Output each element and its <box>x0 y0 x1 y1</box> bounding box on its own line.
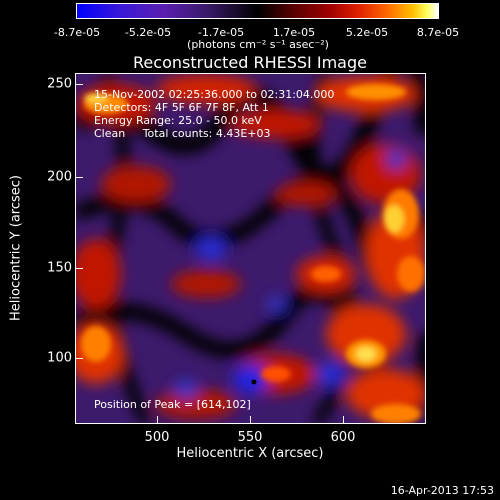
y-tick-label: 100 <box>47 350 72 366</box>
energy-range-label: Energy Range: 25.0 - 50.0 keV <box>94 114 262 127</box>
peak-position-label: Position of Peak = [614,102] <box>94 398 251 411</box>
detectors-label: Detectors: 4F 5F 6F 7F 8F, Att 1 <box>94 101 269 114</box>
time-range-label: 15-Nov-2002 02:25:36.000 to 02:31:04.000 <box>94 88 335 101</box>
timestamp: 16-Apr-2013 17:53 <box>390 484 494 497</box>
colorbar <box>76 3 439 19</box>
x-tick-label: 600 <box>330 430 356 445</box>
rhessi-image <box>75 73 426 424</box>
colorbar-units: (photons cm⁻² s⁻¹ asec⁻²) <box>187 38 329 51</box>
y-tick-label: 250 <box>47 76 72 92</box>
clean-counts-label: Clean Total counts: 4.43E+03 <box>94 127 271 140</box>
y-tick-label: 150 <box>47 260 72 276</box>
plot-title: Reconstructed RHESSI Image <box>133 53 367 72</box>
image-map <box>76 74 425 423</box>
y-tick-label: 200 <box>47 169 72 185</box>
colorbar-tick: 5.2e-05 <box>345 26 389 39</box>
colorbar-tick: 8.7e-05 <box>416 26 460 39</box>
x-axis-label: Heliocentric X (arcsec) <box>176 446 324 461</box>
x-tick-label: 500 <box>144 430 170 445</box>
x-tick-label: 550 <box>237 430 263 445</box>
colorbar-tick: -5.2e-05 <box>124 26 172 39</box>
y-axis-label: Heliocentric Y (arcsec) <box>8 175 24 321</box>
colorbar-tick: 1.7e-05 <box>272 26 316 39</box>
colorbar-tick: -1.7e-05 <box>197 26 245 39</box>
colorbar-tick: -8.7e-05 <box>53 26 101 39</box>
